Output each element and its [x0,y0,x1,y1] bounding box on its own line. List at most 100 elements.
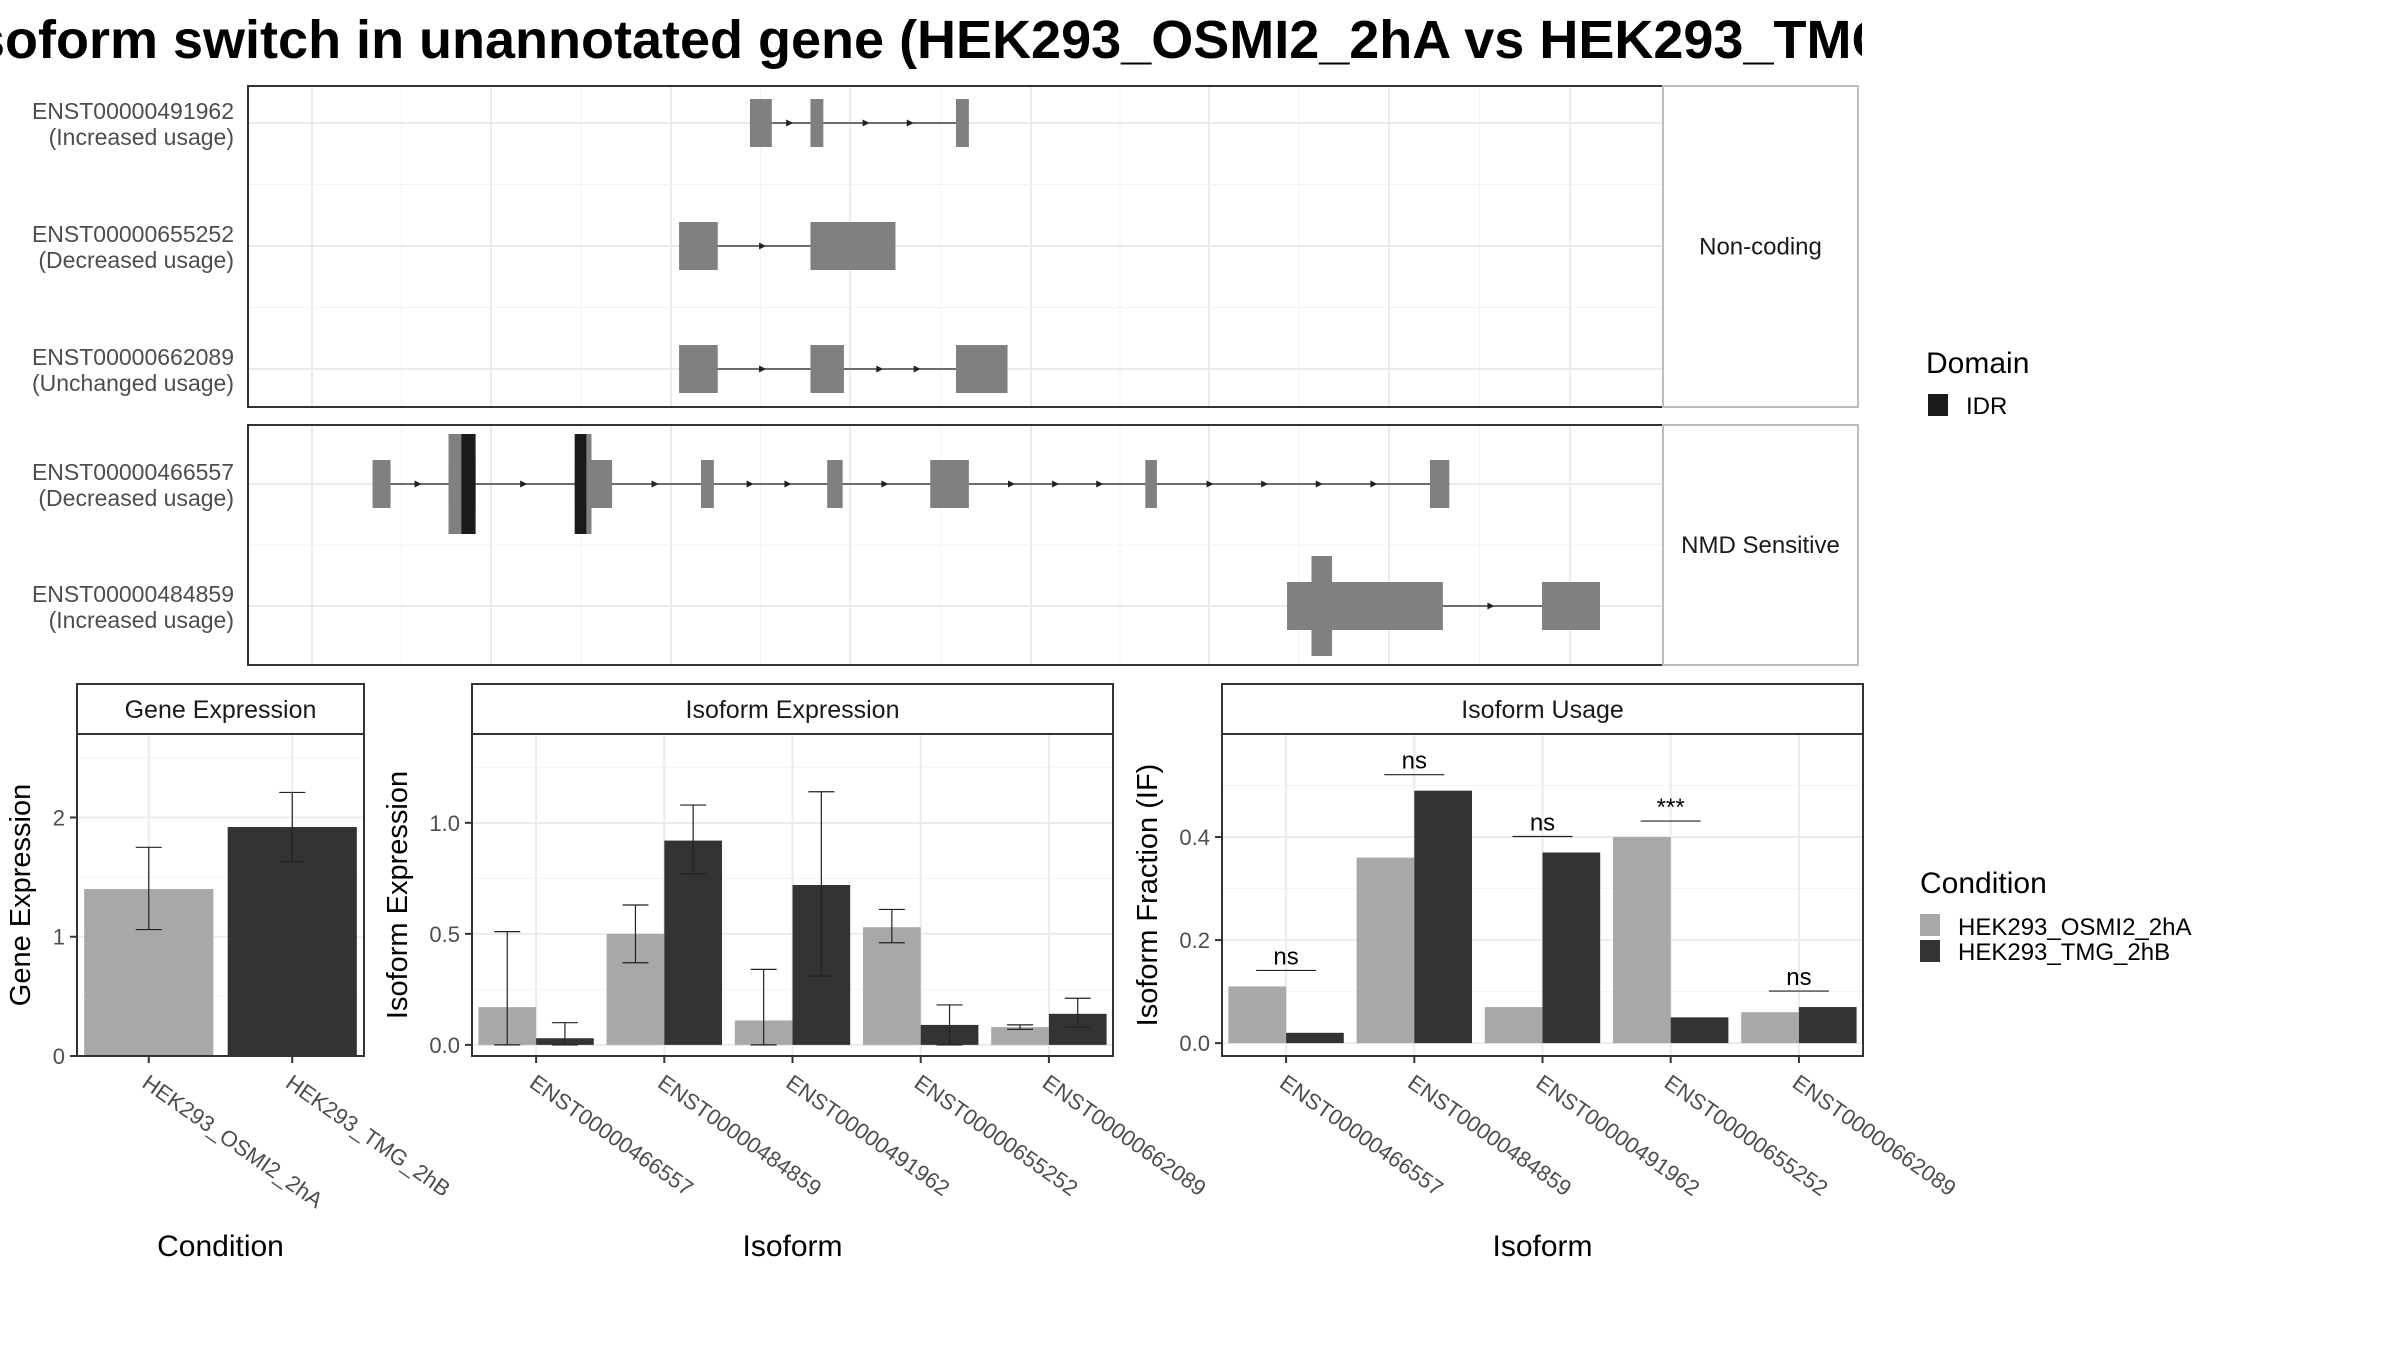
exon-block [827,460,843,508]
intron-arrow [414,480,422,488]
y-tick-label: 0.0 [1179,1031,1210,1056]
intron-arrow [784,480,792,488]
intron-arrow [1007,480,1015,488]
panel-strip-title: Gene Expression [125,696,317,724]
significance-label: ns [1273,943,1298,970]
domain-legend: Domain IDR [1926,347,2029,420]
structure-strip [1662,424,1859,666]
intron-arrow [759,242,767,250]
bar [863,927,921,1045]
exon-block [810,222,896,270]
bar [1542,852,1601,1044]
intron-arrow [1487,602,1495,610]
transcript-id-label: ENST00000662089 [32,344,234,370]
structure-strip [1662,85,1859,408]
intron-arrow [1052,480,1060,488]
panel-strip-title: Isoform Usage [1461,696,1624,724]
exon-block [930,460,969,508]
y-tick-label: 1 [53,925,65,950]
y-tick-label: 0.5 [429,922,460,947]
transcript-usage-label: (Unchanged usage) [32,370,234,396]
bar [1356,857,1415,1044]
intron-arrow [786,119,794,127]
transcript-id-label: ENST00000491962 [32,98,234,124]
transcript-usage-label: (Decreased usage) [38,485,234,511]
condition-legend-title: Condition [1920,867,2047,900]
y-tick-label: 0.2 [1179,928,1210,953]
y-tick-label: 1.0 [429,811,460,836]
significance-label: ns [1402,748,1427,775]
intron-arrow [759,365,767,373]
exon-block [810,99,824,147]
intron-arrow [913,365,921,373]
y-tick-label: 0 [53,1044,65,1069]
y-axis-title: Isoform Expression [382,771,414,1019]
bar [1286,1032,1344,1044]
panel-border [76,733,365,1057]
panel-strip [1221,683,1864,735]
domain-legend-label-idr: IDR [1966,393,2007,420]
idr-domain-block [574,434,587,534]
structure-strip-label: Non-coding [1699,234,1822,261]
y-tick-label: 2 [53,805,65,830]
intron-arrow [906,119,914,127]
exon-block [1287,582,1443,630]
bar [991,1027,1049,1045]
intron-arrow [876,365,884,373]
exon-block [372,460,391,508]
condition-legend-label-b: HEK293_TMG_2hB [1958,939,2170,966]
bar [1414,790,1472,1044]
panel-strip [76,683,365,735]
intron-arrow [520,480,528,488]
intron-arrow [746,480,754,488]
transcript-id-label: ENST00000655252 [32,221,234,247]
domain-legend-key-idr [1928,394,1948,416]
transcript-id-label: ENST00000466557 [32,459,234,485]
coding-block [1311,556,1333,656]
exon-block [749,99,772,147]
bar [1670,1017,1729,1044]
x-axis-title: Isoform [1492,1230,1592,1263]
exon-block [700,460,714,508]
x-axis-title: Isoform [742,1230,842,1263]
idr-domain-block [461,434,476,534]
transcript-id-label: ENST00000484859 [32,581,234,607]
exon-block [956,99,969,147]
y-axis-title: Isoform Fraction (IF) [1132,764,1164,1027]
intron-arrow [1261,480,1269,488]
y-tick-label: 0.4 [1179,825,1210,850]
panel-strip-title: Isoform Expression [686,696,900,724]
exon-block [679,345,718,393]
exon-block [810,345,844,393]
intron-arrow [1315,480,1323,488]
gene-structure-panels: ENST00000491962(Increased usage)ENST0000… [32,85,1859,666]
condition-legend: Condition HEK293_OSMI2_2hA HEK293_TMG_2h… [1920,867,2191,966]
condition-legend-key-a [1920,914,1940,936]
significance-label: ns [1786,964,1811,991]
exon-block [1429,460,1450,508]
exon-block [679,222,718,270]
bar [1228,986,1287,1044]
intron-arrow [1370,480,1378,488]
bar [1741,1012,1799,1044]
exon-block [1542,582,1600,630]
exon-block [1145,460,1157,508]
exon-block [956,345,1008,393]
transcript-usage-label: (Increased usage) [49,607,234,633]
bar [227,827,357,1056]
y-tick-label: 0.0 [429,1033,460,1058]
transcript-usage-label: (Increased usage) [49,124,234,150]
intron-arrow [862,119,870,127]
intron-arrow [651,480,659,488]
y-axis-title: Gene Expression [5,784,37,1006]
x-axis-title: Condition [157,1230,284,1263]
bar [1798,1007,1857,1044]
domain-legend-title: Domain [1926,347,2029,380]
significance-label: *** [1657,794,1685,821]
intron-arrow [1206,480,1214,488]
bar [1484,1007,1543,1044]
transcript-usage-label: (Decreased usage) [38,247,234,273]
figure-title: Isoform switch in unannotated gene (HEK2… [0,10,2043,70]
condition-legend-label-a: HEK293_OSMI2_2hA [1958,914,2191,941]
